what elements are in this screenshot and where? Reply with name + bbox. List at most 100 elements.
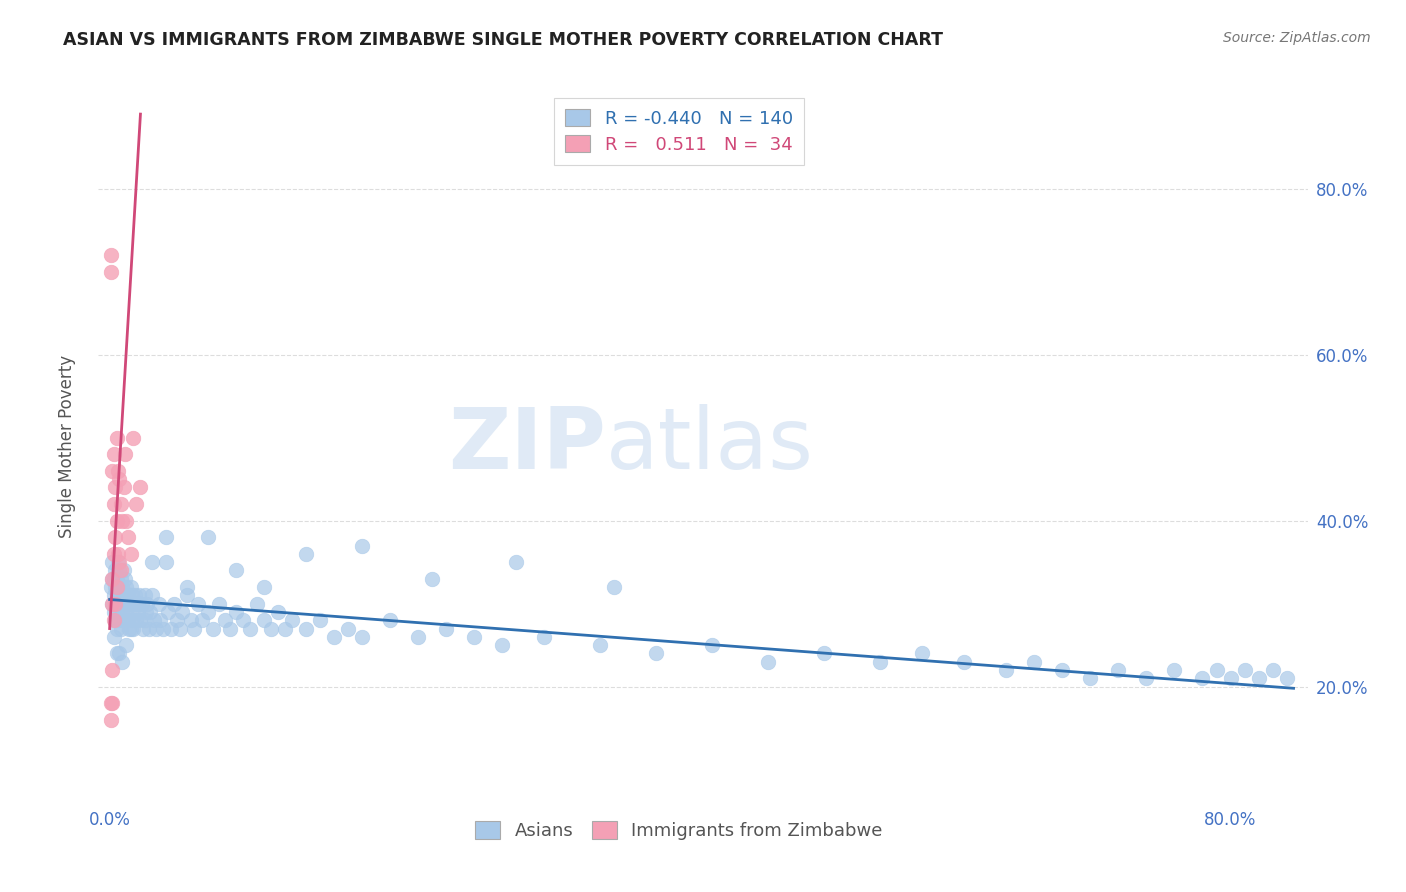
Point <box>104 481 127 495</box>
Point <box>143 613 166 627</box>
Point <box>135 605 157 619</box>
Point <box>103 547 125 561</box>
Point <box>105 431 128 445</box>
Point <box>197 605 219 619</box>
Point <box>103 613 125 627</box>
Point <box>139 605 162 619</box>
Point <box>118 597 141 611</box>
Point <box>645 647 668 661</box>
Point <box>100 696 122 710</box>
Point <box>115 514 138 528</box>
Point <box>125 613 148 627</box>
Point <box>103 605 125 619</box>
Point <box>108 555 131 569</box>
Point <box>491 638 513 652</box>
Point <box>103 447 125 461</box>
Point <box>202 622 225 636</box>
Point <box>110 497 132 511</box>
Point <box>208 597 231 611</box>
Point <box>1261 663 1284 677</box>
Point <box>336 622 359 636</box>
Point <box>110 622 132 636</box>
Point <box>121 613 143 627</box>
Point <box>112 564 135 578</box>
Point <box>103 572 125 586</box>
Point <box>308 613 330 627</box>
Point <box>219 622 242 636</box>
Point <box>110 597 132 611</box>
Point <box>117 588 139 602</box>
Point <box>148 597 170 611</box>
Point <box>104 613 127 627</box>
Point <box>1135 671 1157 685</box>
Point <box>122 622 145 636</box>
Point <box>101 696 124 710</box>
Point <box>107 597 129 611</box>
Point <box>111 655 134 669</box>
Point <box>260 622 283 636</box>
Point <box>128 588 150 602</box>
Point <box>107 464 129 478</box>
Point <box>995 663 1018 677</box>
Point <box>294 547 316 561</box>
Point <box>589 638 612 652</box>
Point <box>111 514 134 528</box>
Point <box>120 547 142 561</box>
Point <box>232 613 254 627</box>
Point <box>100 265 122 279</box>
Text: Source: ZipAtlas.com: Source: ZipAtlas.com <box>1223 31 1371 45</box>
Point <box>172 605 194 619</box>
Point <box>101 663 124 677</box>
Point <box>125 497 148 511</box>
Point <box>420 572 443 586</box>
Point <box>434 622 457 636</box>
Point <box>214 613 236 627</box>
Point <box>110 572 132 586</box>
Point <box>117 613 139 627</box>
Point <box>187 597 209 611</box>
Point <box>117 530 139 544</box>
Point <box>100 580 122 594</box>
Point <box>100 713 122 727</box>
Point <box>246 597 269 611</box>
Point <box>322 630 344 644</box>
Point <box>813 647 835 661</box>
Point <box>101 464 124 478</box>
Point <box>131 597 153 611</box>
Point <box>127 605 149 619</box>
Point <box>603 580 626 594</box>
Point <box>141 588 163 602</box>
Point <box>160 622 183 636</box>
Point <box>103 497 125 511</box>
Point <box>120 622 142 636</box>
Point <box>105 514 128 528</box>
Point <box>101 597 124 611</box>
Point <box>108 588 131 602</box>
Point <box>253 580 276 594</box>
Point <box>112 481 135 495</box>
Point <box>191 613 214 627</box>
Point <box>112 588 135 602</box>
Point <box>114 447 136 461</box>
Point <box>111 580 134 594</box>
Point <box>134 613 156 627</box>
Point <box>127 597 149 611</box>
Point <box>104 564 127 578</box>
Point <box>108 613 131 627</box>
Point <box>105 580 128 594</box>
Text: atlas: atlas <box>606 404 814 488</box>
Point <box>105 588 128 602</box>
Point <box>176 580 198 594</box>
Legend: Asians, Immigrants from Zimbabwe: Asians, Immigrants from Zimbabwe <box>468 814 890 847</box>
Point <box>197 530 219 544</box>
Point <box>149 613 172 627</box>
Point <box>1163 663 1185 677</box>
Point <box>104 597 127 611</box>
Point <box>756 655 779 669</box>
Point <box>700 638 723 652</box>
Point <box>1275 671 1298 685</box>
Point <box>166 613 188 627</box>
Point <box>463 630 485 644</box>
Point <box>183 622 205 636</box>
Point <box>111 605 134 619</box>
